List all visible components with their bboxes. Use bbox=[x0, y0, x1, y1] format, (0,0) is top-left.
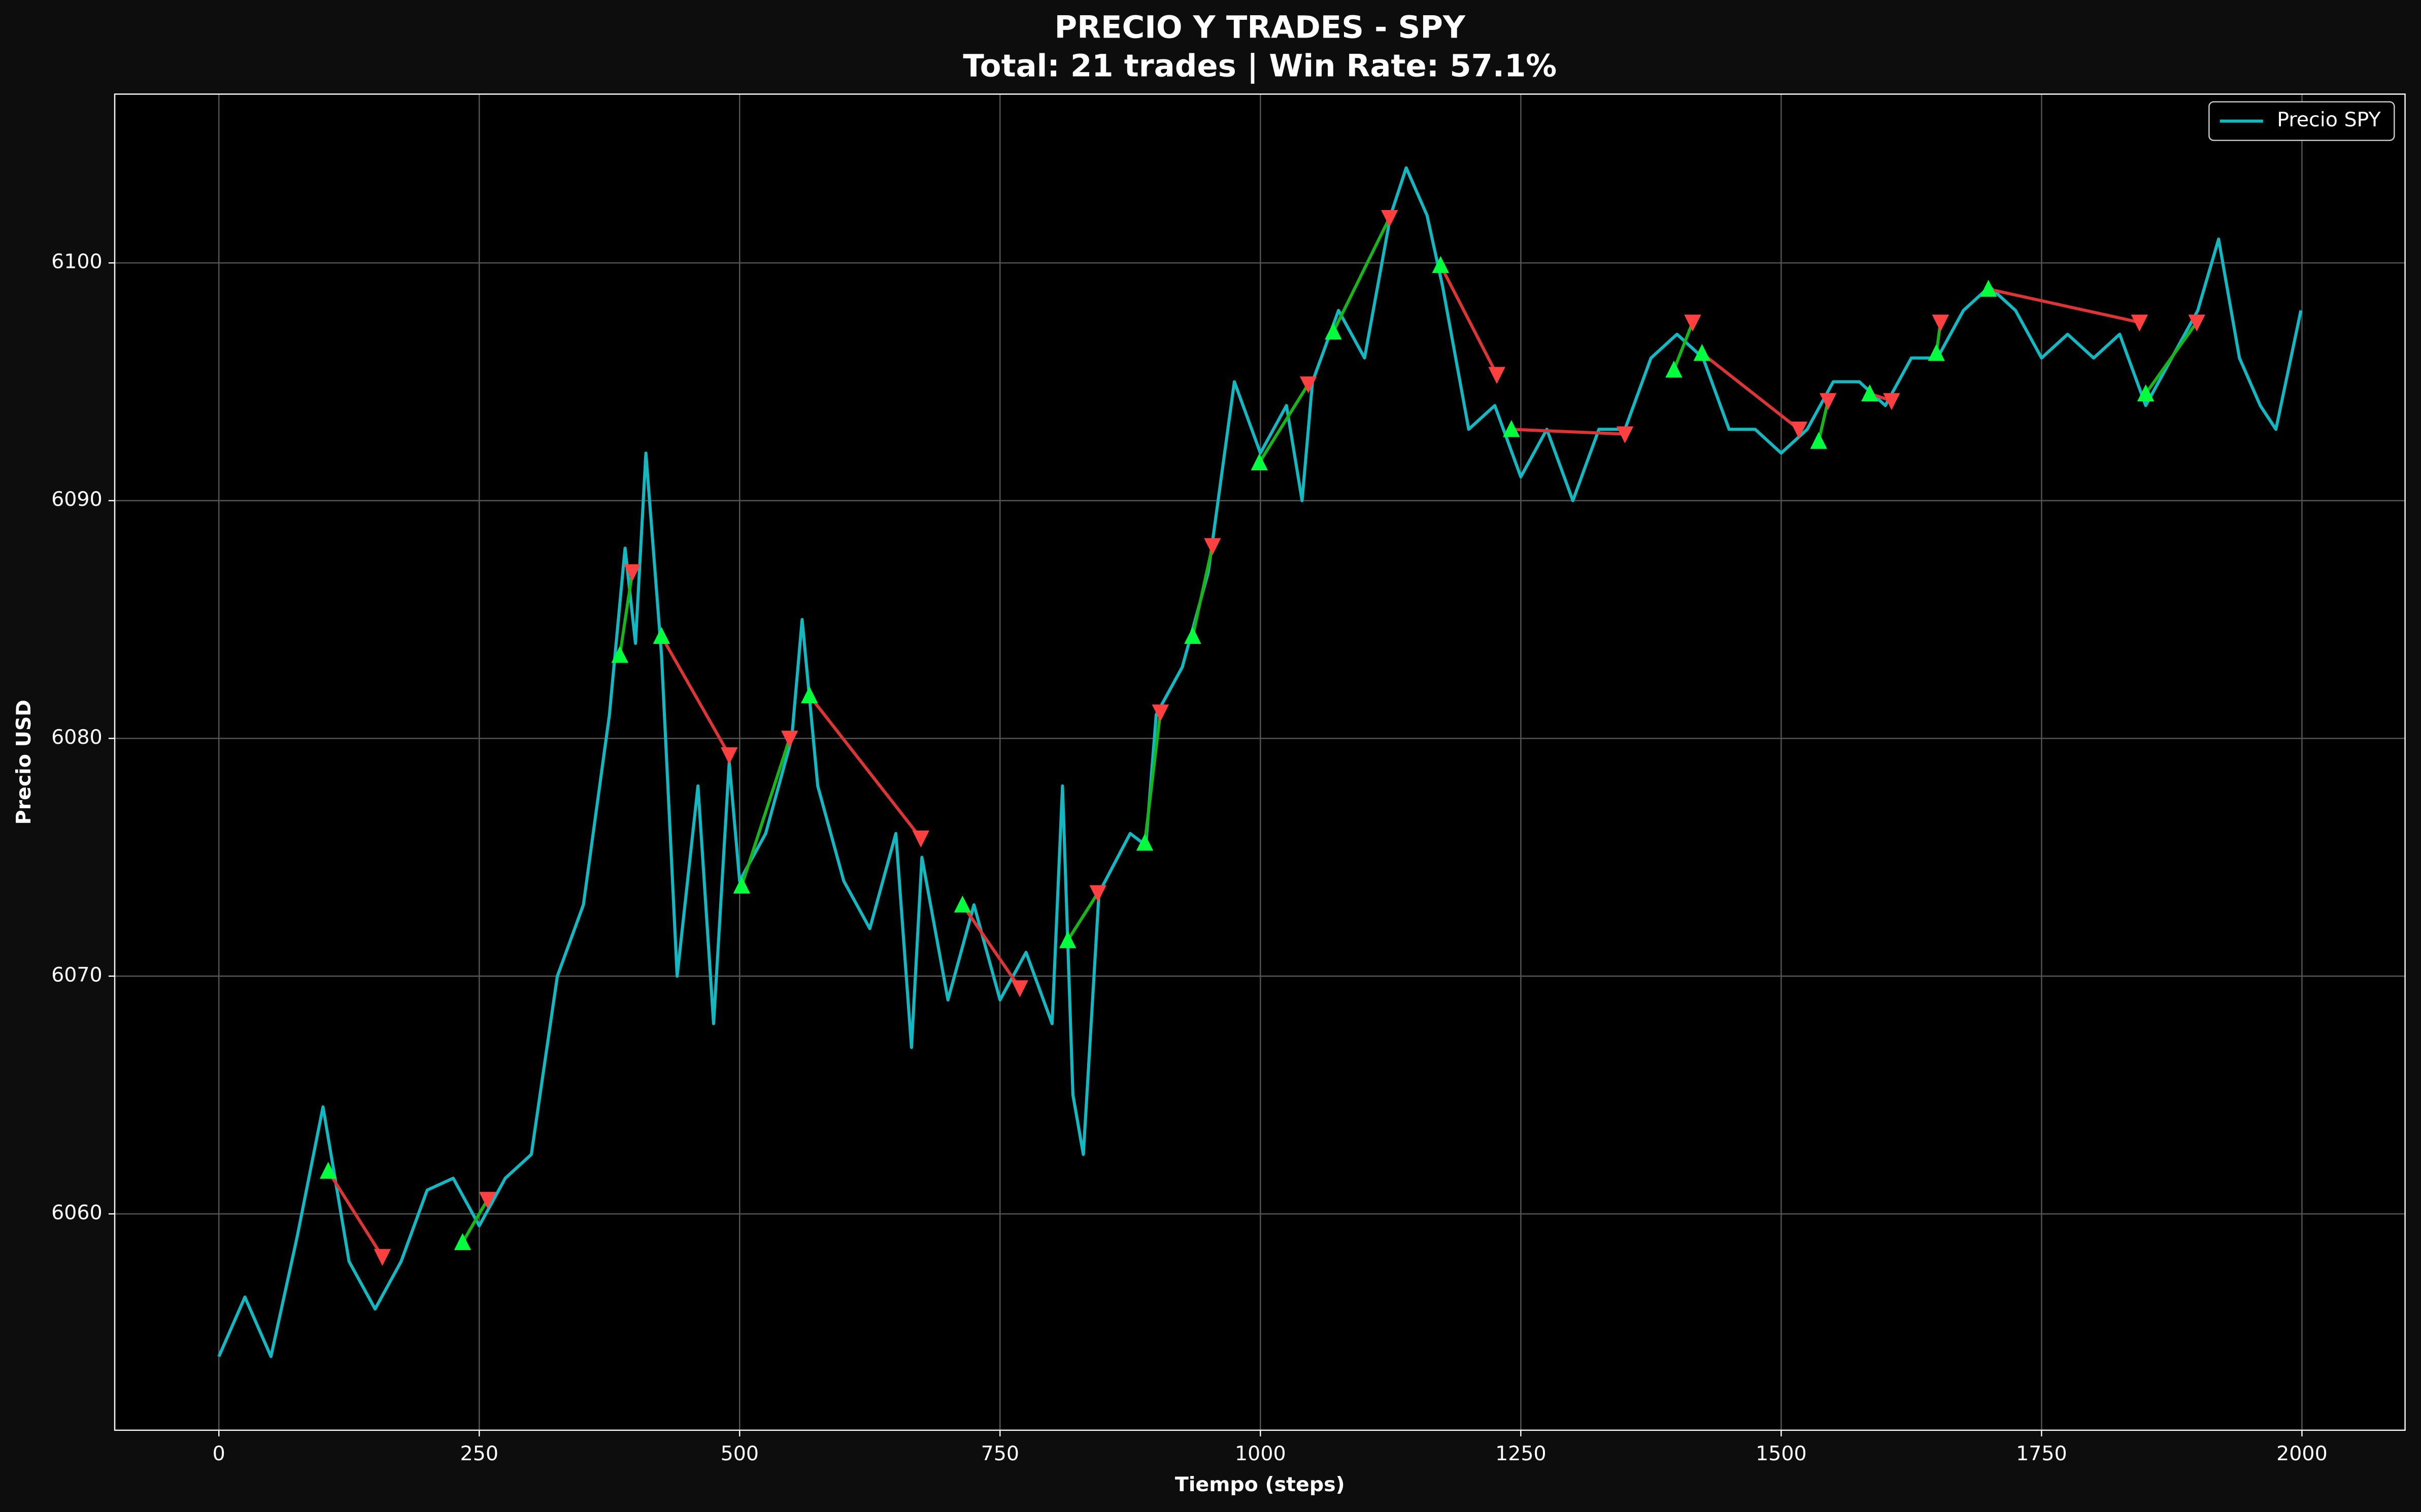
entry-marker bbox=[1432, 256, 1450, 273]
entry-marker bbox=[954, 896, 971, 913]
trade-line bbox=[1988, 287, 2140, 324]
exit-marker bbox=[1152, 704, 1169, 722]
entry-marker bbox=[1980, 280, 1997, 297]
chart-title: PRECIO Y TRADES - SPY bbox=[1055, 10, 1466, 45]
y-tick-label: 6100 bbox=[51, 250, 103, 273]
x-tick-label: 2000 bbox=[2276, 1442, 2328, 1465]
trade-line bbox=[961, 904, 1021, 989]
x-tick-label: 250 bbox=[460, 1442, 498, 1465]
entry-marker bbox=[1059, 931, 1077, 948]
trade-line bbox=[1701, 352, 1800, 431]
x-tick-label: 1000 bbox=[1235, 1442, 1286, 1465]
chart-subtitle: Total: 21 trades | Win Rate: 57.1% bbox=[963, 48, 1557, 84]
entry-marker bbox=[1665, 360, 1683, 378]
x-tick-label: 1500 bbox=[1756, 1442, 1807, 1465]
trade-line bbox=[1439, 264, 1498, 375]
entry-marker bbox=[1810, 432, 1827, 449]
legend-label: Precio SPY bbox=[2277, 108, 2381, 131]
exit-marker bbox=[721, 747, 738, 765]
entry-marker bbox=[1136, 834, 1154, 851]
y-axis-label: Precio USD bbox=[12, 700, 36, 824]
entry-marker bbox=[1503, 420, 1520, 437]
exit-marker bbox=[1932, 315, 1949, 332]
exit-marker bbox=[479, 1192, 496, 1209]
x-tick-label: 1750 bbox=[2016, 1442, 2067, 1465]
entry-marker bbox=[611, 646, 629, 663]
entry-marker bbox=[801, 686, 818, 704]
entry-marker bbox=[1928, 343, 1945, 361]
exit-marker bbox=[374, 1249, 391, 1266]
trade-line bbox=[1191, 545, 1214, 637]
trade-line bbox=[740, 738, 791, 886]
y-tick-label: 6060 bbox=[51, 1201, 103, 1224]
entry-marker bbox=[1184, 627, 1201, 644]
exit-marker bbox=[1820, 393, 1837, 410]
exit-marker bbox=[1488, 367, 1505, 384]
trade-line bbox=[1143, 712, 1162, 843]
trade-line bbox=[327, 1170, 384, 1258]
trade-line bbox=[461, 1198, 489, 1244]
exit-marker bbox=[2188, 315, 2205, 332]
exit-marker bbox=[1883, 393, 1900, 410]
entry-marker bbox=[1693, 343, 1711, 361]
x-tick-label: 1250 bbox=[1495, 1442, 1546, 1465]
trade-line bbox=[1066, 892, 1099, 942]
exit-marker bbox=[1011, 980, 1029, 998]
trade-line bbox=[660, 635, 731, 756]
exit-marker bbox=[1616, 426, 1634, 443]
y-tick-label: 6080 bbox=[51, 726, 103, 749]
entry-marker bbox=[733, 876, 751, 894]
trade-line bbox=[1258, 383, 1310, 464]
entry-marker bbox=[1861, 384, 1878, 402]
trade-line bbox=[618, 571, 634, 656]
y-tick-label: 6090 bbox=[51, 488, 103, 511]
plot-frame bbox=[114, 93, 2406, 1431]
x-tick-label: 0 bbox=[213, 1442, 225, 1465]
exit-marker bbox=[912, 830, 930, 848]
entry-marker bbox=[454, 1233, 472, 1250]
entry-marker bbox=[319, 1161, 337, 1179]
entry-marker bbox=[1325, 322, 1342, 340]
y-tick-label: 6070 bbox=[51, 963, 103, 986]
trade-line bbox=[1511, 428, 1625, 436]
trade-line bbox=[1332, 217, 1391, 333]
trade-line bbox=[808, 695, 922, 839]
exit-marker bbox=[1204, 538, 1221, 556]
entry-marker bbox=[2137, 384, 2155, 402]
entry-marker bbox=[1251, 453, 1268, 470]
trade-line bbox=[1817, 400, 1830, 442]
exit-marker bbox=[1684, 315, 1701, 332]
x-tick-label: 750 bbox=[981, 1442, 1019, 1465]
x-tick-label: 500 bbox=[721, 1442, 759, 1465]
exit-marker bbox=[1300, 376, 1317, 394]
trade-line bbox=[1672, 322, 1694, 371]
entry-marker bbox=[653, 627, 670, 644]
exit-marker bbox=[781, 731, 798, 748]
exit-marker bbox=[624, 564, 641, 581]
exit-marker bbox=[1089, 885, 1106, 903]
trade-line bbox=[2144, 321, 2198, 395]
legend-box bbox=[2208, 101, 2395, 141]
exit-marker bbox=[1381, 210, 1398, 227]
exit-marker bbox=[2131, 315, 2148, 332]
x-axis-label: Tiempo (steps) bbox=[1175, 1473, 1345, 1496]
exit-marker bbox=[1790, 421, 1807, 439]
